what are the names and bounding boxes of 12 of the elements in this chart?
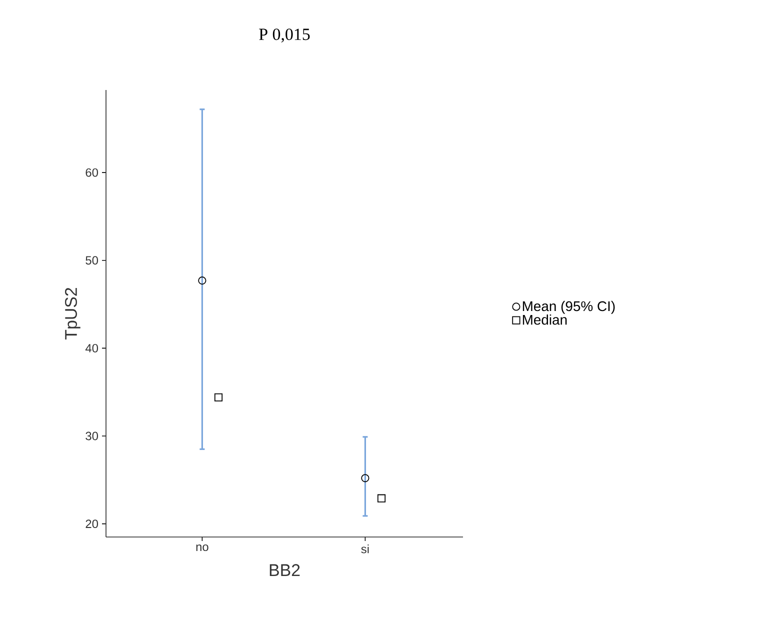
- x-axis-title: BB2: [270, 564, 300, 576]
- x-tick-label: no: [196, 544, 208, 552]
- legend-label: Median: [522, 314, 567, 325]
- x-tick-label: si: [361, 544, 369, 554]
- y-tick-label: 40: [85, 344, 98, 352]
- y-axis-title: TpUS2: [65, 288, 80, 340]
- y-tick-label: 50: [86, 256, 98, 265]
- chart-title: P 0,015: [259, 28, 310, 42]
- legend-label: Mean (95% CI): [522, 300, 615, 314]
- y-tick-label: 60: [86, 168, 98, 177]
- y-tick-label: 20: [86, 520, 98, 528]
- y-tick-label: 30: [86, 432, 98, 440]
